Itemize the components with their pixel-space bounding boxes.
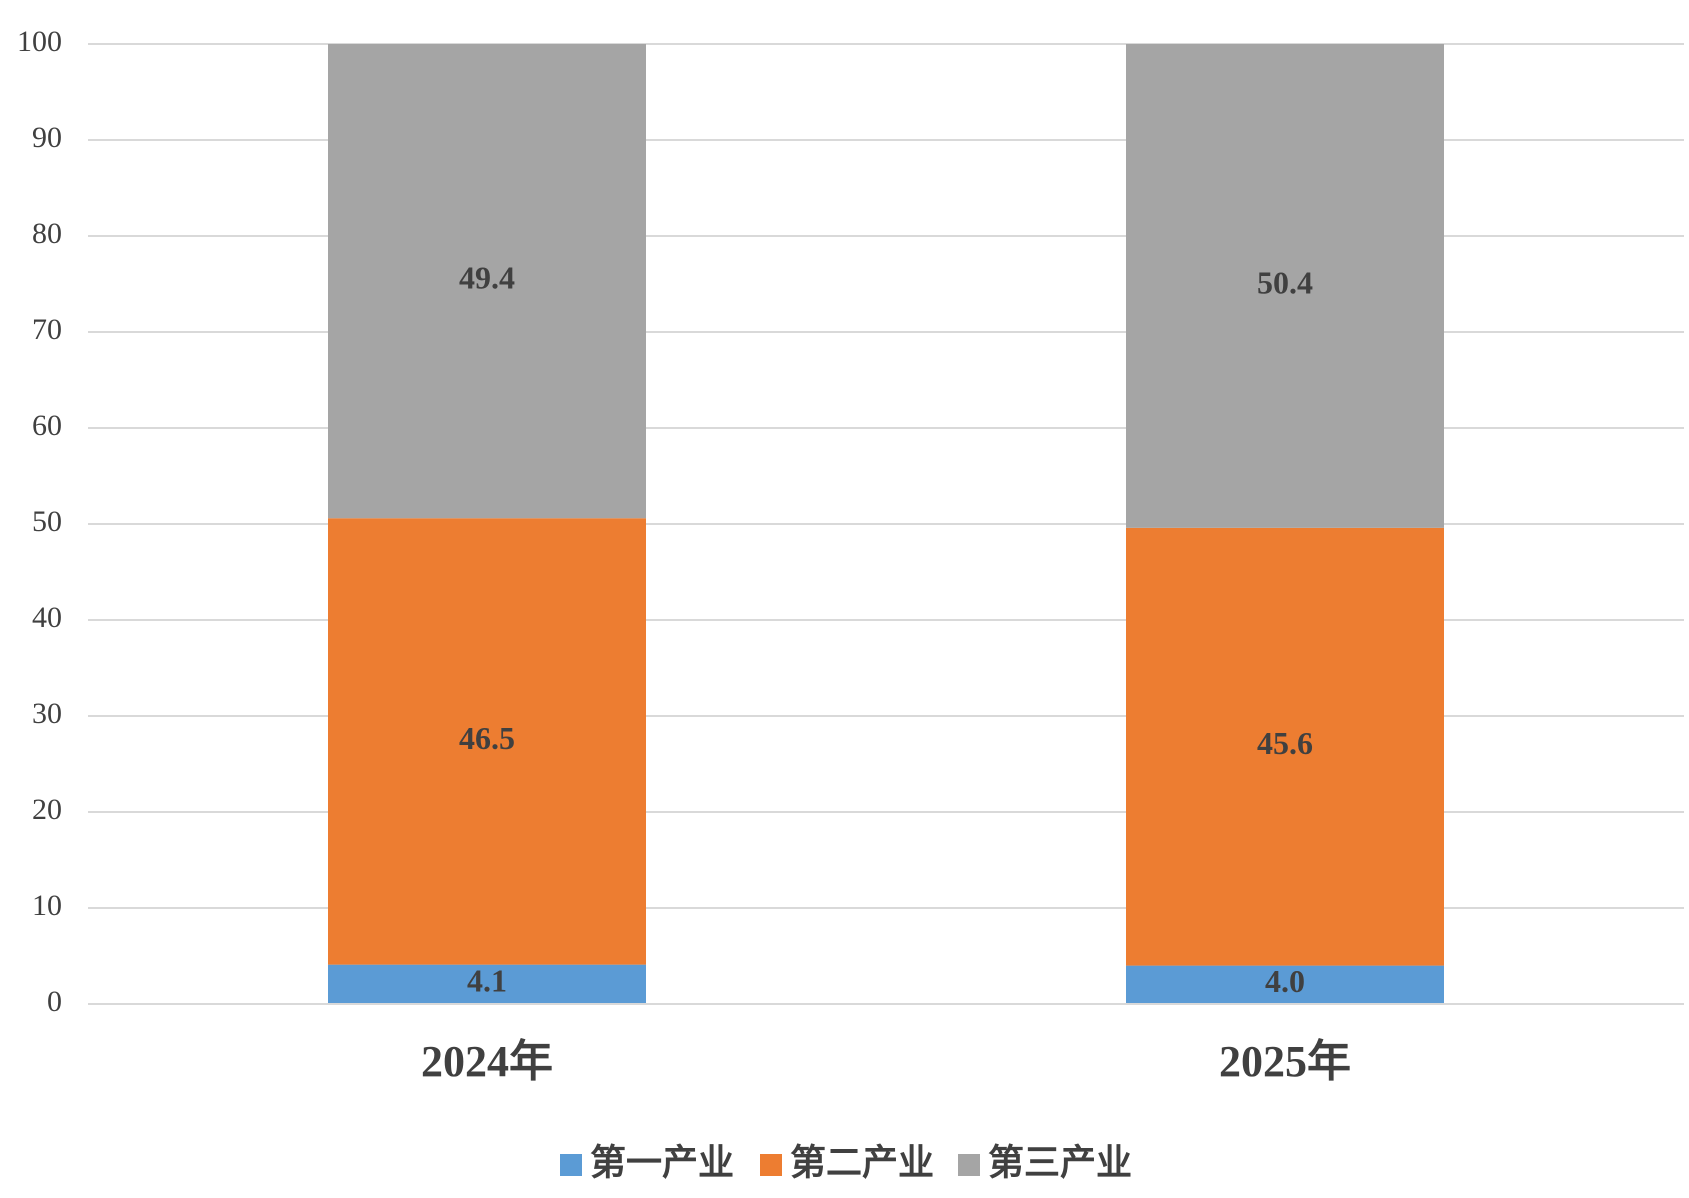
bar-segment (328, 44, 646, 519)
y-tick-label: 10 (32, 889, 62, 922)
y-tick-label: 40 (32, 601, 62, 634)
y-tick-label: 90 (32, 121, 62, 154)
legend-label: 第二产业 (790, 1142, 934, 1182)
data-label: 46.5 (459, 720, 515, 756)
data-label: 50.4 (1257, 264, 1313, 300)
bar-segment (328, 964, 646, 1004)
bar-segment (328, 518, 646, 965)
y-tick-label: 70 (32, 313, 62, 346)
y-tick-label: 100 (17, 25, 62, 58)
legend-label: 第三产业 (988, 1142, 1132, 1182)
legend-swatch (958, 1154, 980, 1176)
y-tick-label: 20 (32, 793, 62, 826)
legend-label: 第一产业 (590, 1142, 734, 1182)
y-tick-label: 80 (32, 217, 62, 250)
bar-segment (1126, 44, 1444, 528)
y-tick-label: 60 (32, 409, 62, 442)
data-label: 4.1 (467, 963, 507, 999)
bar-segment (1126, 527, 1444, 966)
legend-swatch (760, 1154, 782, 1176)
y-tick-label: 30 (32, 697, 62, 730)
y-tick-label: 0 (47, 985, 62, 1018)
x-tick-label: 2024年 (421, 1037, 553, 1086)
y-tick-label: 50 (32, 505, 62, 538)
legend-swatch (560, 1154, 582, 1176)
data-label: 45.6 (1257, 725, 1313, 761)
data-label: 4.0 (1265, 963, 1305, 999)
data-label: 49.4 (459, 259, 515, 295)
bar-segment (1126, 965, 1444, 1004)
x-tick-label: 2025年 (1219, 1037, 1351, 1086)
